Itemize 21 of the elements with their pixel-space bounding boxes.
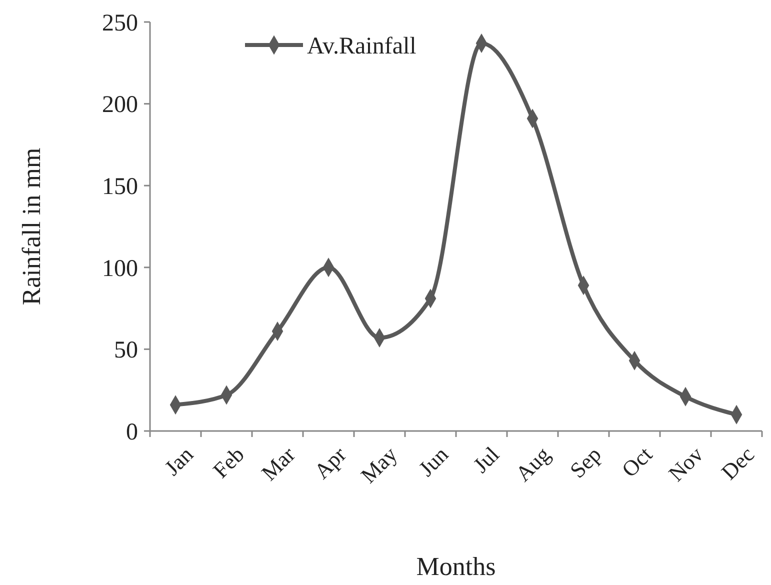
x-tick-label: Jan [160, 442, 198, 480]
x-tick-label: Oct [616, 442, 657, 482]
legend-label: Av.Rainfall [307, 33, 417, 60]
y-tick-label: 200 [102, 92, 138, 118]
x-tick-label: Sep [564, 442, 606, 483]
y-tick-label: 150 [102, 174, 138, 200]
y-tick-label: 0 [126, 419, 138, 446]
x-axis-title: Months [416, 552, 496, 581]
x-tick-label: Dec [716, 442, 760, 484]
x-tick-label: Mar [256, 441, 300, 486]
x-tick-label: Jul [468, 442, 504, 478]
y-tick-label: 250 [102, 10, 138, 36]
y-tick-label: 50 [114, 338, 138, 364]
x-tick-label: Aug [510, 442, 555, 486]
x-tick-label: Apr [309, 441, 352, 484]
x-tick-label: Jun [414, 442, 453, 482]
x-tick-label: Nov [663, 442, 708, 486]
y-axis-title: Rainfall in mm [17, 148, 46, 306]
y-tick-label: 100 [102, 256, 138, 282]
x-tick-label: May [356, 442, 402, 488]
x-tick-label: Feb [208, 442, 249, 483]
